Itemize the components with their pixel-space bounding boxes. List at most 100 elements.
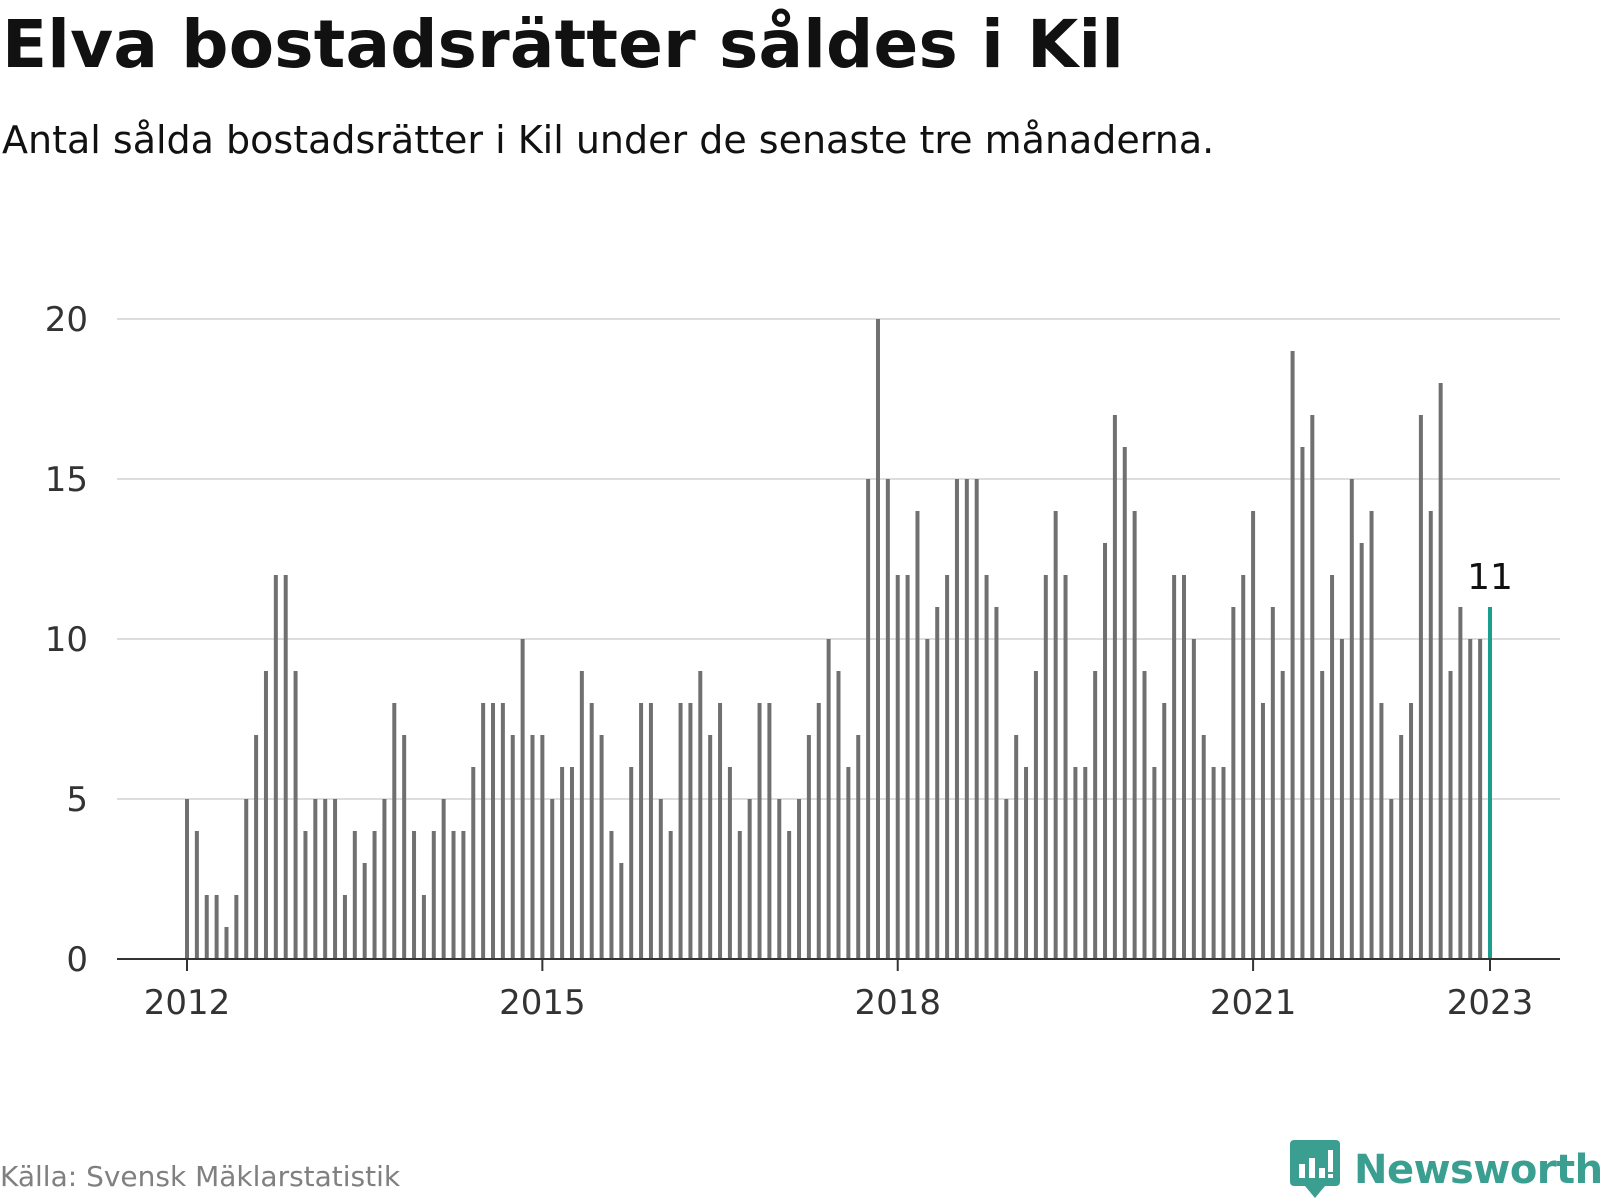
bar [451, 831, 456, 959]
bar [1103, 543, 1108, 959]
bar [1270, 607, 1275, 959]
bar [1418, 415, 1423, 959]
brand-name: Newsworthy [1354, 1147, 1600, 1193]
bar [1349, 479, 1354, 959]
bar [224, 927, 229, 959]
bar [599, 735, 604, 959]
bar [1162, 703, 1167, 959]
bar [1251, 511, 1256, 959]
bar [658, 799, 663, 959]
bar [1339, 639, 1344, 959]
bar [1320, 671, 1325, 959]
bar [1132, 511, 1137, 959]
bar [678, 703, 683, 959]
bar [816, 703, 821, 959]
bar [214, 895, 219, 959]
bar [1359, 543, 1364, 959]
bar [688, 703, 693, 959]
x-tick-label: 2015 [499, 983, 586, 1023]
bar [1260, 703, 1265, 959]
bar [925, 639, 930, 959]
bar [945, 575, 950, 959]
bar [994, 607, 999, 959]
bar [1428, 511, 1433, 959]
bar [431, 831, 436, 959]
bar [787, 831, 792, 959]
bar [826, 639, 831, 959]
bar [1063, 575, 1068, 959]
bar [846, 767, 851, 959]
brand-logo: Newsworthy [1290, 1140, 1600, 1200]
bar [1310, 415, 1315, 959]
bar [550, 799, 555, 959]
bar [520, 639, 525, 959]
bar [382, 799, 387, 959]
bar [412, 831, 417, 959]
bar [263, 671, 268, 959]
bar [500, 703, 505, 959]
bar [372, 831, 377, 959]
bar [718, 703, 723, 959]
bar [708, 735, 713, 959]
bar [303, 831, 308, 959]
bar [1142, 671, 1147, 959]
bar [569, 767, 574, 959]
y-tick-label: 0 [66, 940, 88, 980]
bar [737, 831, 742, 959]
bar [471, 767, 476, 959]
y-axis-tick-labels: 0 5 10 15 20 [45, 300, 88, 980]
bar [1241, 575, 1246, 959]
bar [1231, 607, 1236, 959]
bar [1122, 447, 1127, 959]
chart-subtitle: Antal sålda bostadsrätter i Kil under de… [2, 118, 1215, 162]
bar [1369, 511, 1374, 959]
bars [185, 319, 1492, 959]
bar [1438, 383, 1443, 959]
bar [244, 799, 249, 959]
bar [1093, 671, 1098, 959]
bar [283, 575, 288, 959]
bar [540, 735, 545, 959]
y-tick-label: 15 [45, 460, 88, 500]
bar [747, 799, 752, 959]
bar [609, 831, 614, 959]
bar [1033, 671, 1038, 959]
bar [885, 479, 890, 959]
bar [491, 703, 496, 959]
bar [481, 703, 486, 959]
bar [441, 799, 446, 959]
bar [204, 895, 209, 959]
x-axis-ticks: 2012 2015 2018 2021 2023 [144, 959, 1534, 1023]
bar [323, 799, 328, 959]
x-tick-label: 2018 [854, 983, 941, 1023]
bar [579, 671, 584, 959]
bar [895, 575, 900, 959]
bar [1004, 799, 1009, 959]
bar [461, 831, 466, 959]
bar [619, 863, 624, 959]
bar [293, 671, 298, 959]
bar [342, 895, 347, 959]
bar [1468, 639, 1473, 959]
bar [194, 831, 199, 959]
bar [836, 671, 841, 959]
bar [1053, 511, 1058, 959]
bar [254, 735, 259, 959]
newsworthy-logo-icon [1290, 1140, 1340, 1198]
bar [234, 895, 239, 959]
bar [1211, 767, 1216, 959]
bar [806, 735, 811, 959]
bar-chart: 0 5 10 15 20 2012 2015 2018 2021 2023 11 [45, 300, 1560, 1023]
bar [1073, 767, 1078, 959]
x-tick-label: 2023 [1447, 983, 1534, 1023]
bar [589, 703, 594, 959]
bar [777, 799, 782, 959]
bar [698, 671, 703, 959]
bar [1379, 703, 1384, 959]
bar [974, 479, 979, 959]
bar [273, 575, 278, 959]
bar [1112, 415, 1117, 959]
bar [402, 735, 407, 959]
bar [313, 799, 318, 959]
bar [1221, 767, 1226, 959]
